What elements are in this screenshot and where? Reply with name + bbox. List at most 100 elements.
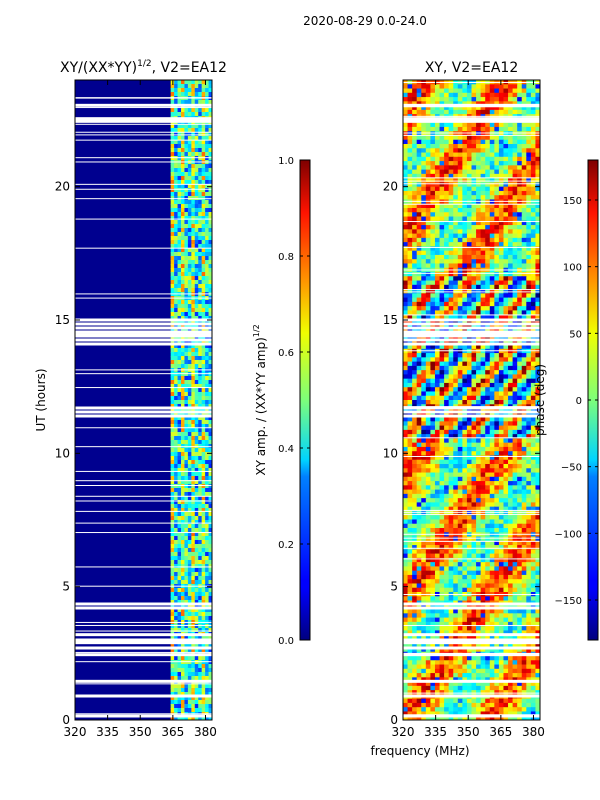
amplitude-cell — [201, 304, 206, 309]
amplitude-cell — [208, 172, 212, 177]
phase-cell — [407, 126, 413, 132]
phase-cell — [403, 139, 409, 145]
phase-cell — [530, 131, 537, 137]
amplitude-cell — [194, 704, 199, 709]
phase-cell — [421, 173, 427, 179]
amplitude-cell — [208, 396, 212, 401]
phase-cell — [439, 105, 445, 111]
phase-cell — [508, 421, 514, 427]
phase-cell — [512, 429, 518, 435]
phase-cell — [485, 156, 491, 162]
phase-cell — [508, 246, 514, 252]
amplitude-cell — [194, 604, 199, 609]
phase-cell — [489, 361, 495, 367]
amplitude-cell — [201, 628, 206, 633]
phase-cell — [421, 476, 427, 482]
phase-cell — [466, 173, 473, 179]
phase-cell — [403, 284, 409, 290]
phase-cell — [430, 229, 436, 235]
amplitude-colorbar-ticks: 0.00.20.40.60.81.0 — [278, 156, 310, 647]
amplitude-cell — [194, 92, 199, 97]
amplitude-cell — [198, 560, 203, 565]
phase-cell — [476, 233, 482, 239]
phase-cell — [471, 378, 477, 384]
phase-cell — [521, 203, 527, 209]
amplitude-cell — [174, 388, 179, 393]
phase-cell — [526, 178, 532, 183]
phase-cell — [476, 203, 482, 209]
phase-cell — [403, 152, 409, 158]
phase-cell — [434, 344, 441, 350]
phase-cell — [457, 425, 463, 431]
phase-cell — [407, 131, 413, 137]
phase-cell — [526, 161, 532, 166]
amplitude-cell — [198, 284, 203, 289]
phase-cell — [512, 263, 518, 269]
amplitude-cell — [170, 600, 175, 605]
amplitude-cell — [174, 212, 179, 217]
amplitude-cell — [205, 156, 210, 161]
phase-cell — [421, 365, 427, 371]
phase-cell — [425, 148, 431, 154]
phase-cell — [421, 178, 427, 183]
amplitude-cell — [191, 700, 196, 705]
phase-cell — [503, 242, 509, 247]
phase-cell — [448, 314, 454, 320]
phase-cell — [521, 378, 527, 384]
amplitude-cell — [177, 304, 182, 309]
phase-cell — [425, 109, 431, 115]
amplitude-cell — [177, 148, 182, 153]
amplitude-cell — [184, 328, 189, 333]
amplitude-cell — [184, 212, 189, 217]
phase-cell — [462, 459, 468, 465]
phase-cell — [489, 378, 495, 384]
phase-cell — [521, 208, 527, 213]
phase-cell — [471, 156, 477, 162]
phase-cell — [498, 109, 505, 115]
amplitude-cell — [187, 572, 192, 577]
phase-cell — [498, 199, 505, 205]
phase-cell — [517, 357, 523, 363]
phase-cell — [517, 421, 523, 427]
phase-cell — [489, 314, 495, 320]
phase-cell — [535, 139, 540, 145]
amplitude-cell — [201, 668, 206, 673]
phase-cell — [476, 417, 482, 422]
phase-cell — [448, 323, 454, 329]
amplitude-cell — [194, 516, 199, 521]
phase-cell — [535, 254, 540, 260]
phase-cell — [512, 310, 518, 316]
phase-cell — [412, 131, 418, 137]
amplitude-cell — [194, 256, 199, 261]
phase-cell — [416, 451, 422, 457]
phase-cell — [485, 105, 491, 111]
amplitude-cell — [187, 344, 192, 349]
phase-cell — [407, 165, 413, 171]
amplitude-cell — [170, 556, 175, 561]
amplitude-cell — [170, 84, 175, 89]
amplitude-cell — [181, 348, 186, 353]
amplitude-cell — [170, 352, 175, 357]
phase-cell — [466, 199, 473, 205]
amplitude-cell — [194, 280, 199, 285]
phase-cell — [480, 229, 486, 235]
phase-cell — [476, 374, 482, 380]
amplitude-cell — [184, 608, 189, 613]
amplitude-cell — [194, 420, 199, 425]
phase-cell — [512, 374, 518, 380]
amplitude-cell — [174, 568, 179, 573]
amplitude-cell — [208, 324, 212, 329]
phase-cell — [434, 421, 441, 427]
phase-cell — [453, 434, 459, 439]
phase-cell — [503, 220, 509, 226]
phase-cell — [425, 225, 431, 230]
phase-cell — [498, 242, 505, 247]
phase-cell — [466, 152, 473, 158]
flagged-gap — [75, 661, 212, 663]
phase-cell — [489, 310, 495, 316]
amplitude-cell — [208, 344, 212, 349]
phase-cell — [521, 139, 527, 145]
phase-cell — [512, 254, 518, 260]
phase-cell — [498, 156, 505, 162]
phase-cell — [503, 336, 509, 341]
